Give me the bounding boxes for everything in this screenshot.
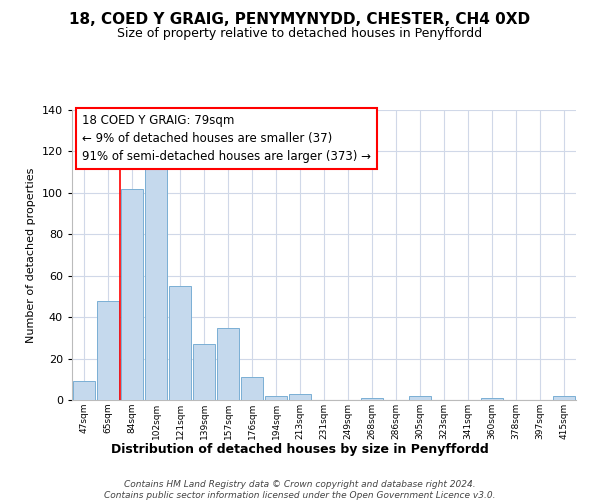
Y-axis label: Number of detached properties: Number of detached properties (26, 168, 36, 342)
Bar (193, 344, 215, 400)
Bar (361, 398, 383, 400)
Text: Contains HM Land Registry data © Crown copyright and database right 2024.: Contains HM Land Registry data © Crown c… (124, 480, 476, 489)
Bar (97, 300, 119, 400)
Bar (217, 328, 239, 400)
Text: Contains public sector information licensed under the Open Government Licence v3: Contains public sector information licen… (104, 491, 496, 500)
Bar (145, 164, 167, 400)
Bar (241, 377, 263, 400)
Bar (409, 396, 431, 400)
Bar (553, 396, 575, 400)
Bar (169, 286, 191, 400)
Text: 18 COED Y GRAIG: 79sqm
← 9% of detached houses are smaller (37)
91% of semi-deta: 18 COED Y GRAIG: 79sqm ← 9% of detached … (82, 114, 371, 164)
Text: 18, COED Y GRAIG, PENYMYNYDD, CHESTER, CH4 0XD: 18, COED Y GRAIG, PENYMYNYDD, CHESTER, C… (70, 12, 530, 28)
Bar (73, 382, 95, 400)
Text: Distribution of detached houses by size in Penyffordd: Distribution of detached houses by size … (111, 442, 489, 456)
Bar (481, 398, 503, 400)
Bar (289, 394, 311, 400)
Bar (265, 396, 287, 400)
Bar (121, 188, 143, 400)
Text: Size of property relative to detached houses in Penyffordd: Size of property relative to detached ho… (118, 28, 482, 40)
